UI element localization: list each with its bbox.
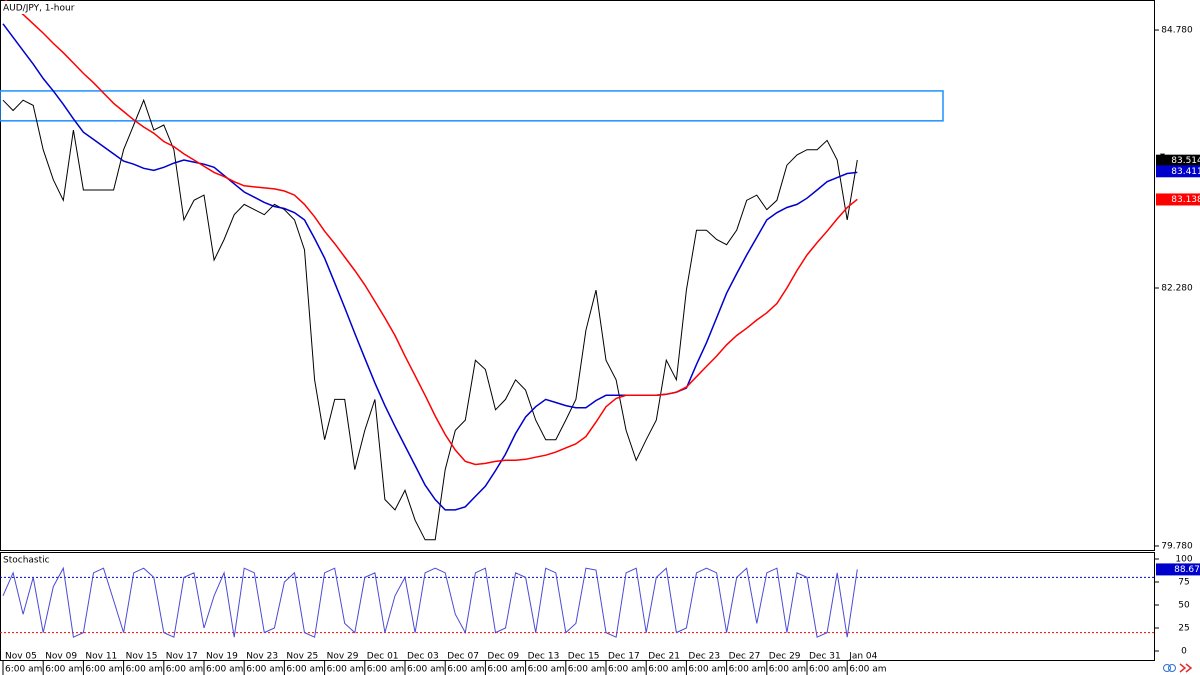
x-tick-label: Dec 29	[769, 652, 801, 662]
x-sublabel: 6:00 am	[528, 665, 565, 675]
main-panel	[0, 0, 944, 541]
x-tick-label: Dec 15	[568, 652, 600, 662]
x-sublabel: 6:00 am	[729, 665, 766, 675]
y-tick-label: 0	[1181, 646, 1187, 656]
x-sublabel: 6:00 am	[206, 665, 243, 675]
stoch-tag	[1156, 563, 1200, 576]
x-sublabel: 6:00 am	[688, 665, 725, 675]
price-tag	[1156, 154, 1200, 167]
x-sublabel: 6:00 am	[166, 665, 203, 675]
y-tick-label: 50	[1178, 600, 1190, 610]
price-tag-label: 83.411	[1171, 167, 1200, 177]
x-tick-label: Dec 27	[729, 652, 761, 662]
x-sublabel: 6:00 am	[327, 665, 364, 675]
icon[interactable]	[1179, 663, 1193, 673]
x-sublabel: 6:00 am	[568, 665, 605, 675]
series-line	[2, 23, 858, 511]
series-line	[2, 566, 858, 638]
x-sublabel: 6:00 am	[849, 665, 886, 675]
x-sublabel: 6:00 am	[246, 665, 283, 675]
x-tick-label: Dec 23	[688, 652, 720, 662]
x-sublabel: 6:00 am	[126, 665, 163, 675]
price-tag-label: 83.138	[1171, 195, 1200, 205]
y-tick-label: 100	[1175, 554, 1192, 564]
series-line	[4, 0, 858, 466]
x-tick-label: Nov 29	[327, 652, 359, 662]
x-tick-label: Dec 17	[608, 652, 640, 662]
indicator-title-bg	[1, 553, 41, 566]
x-sublabel: 6:00 am	[608, 665, 645, 675]
x-sublabel: 6:00 am	[5, 665, 42, 675]
x-tick-label: Dec 21	[648, 652, 680, 662]
price-tag-label: 83.514	[1171, 156, 1200, 166]
indicator-frame	[0, 552, 1155, 661]
x-sublabel: 6:00 am	[367, 665, 404, 675]
x-sublabel: 6:00 am	[487, 665, 524, 675]
overlay: 84.780 82.280 79.780 0 25 50 75 100 Nov 05 6:00 a…	[2, 26, 1200, 675]
y-tick-label: 79.780	[1161, 541, 1193, 551]
icon[interactable]	[1168, 664, 1176, 672]
y-tick-label: 25	[1178, 623, 1189, 633]
x-sublabel: 6:00 am	[447, 665, 484, 675]
stoch-tag-label: 88.67	[1174, 565, 1200, 575]
x-tick-label: Nov 23	[246, 652, 278, 662]
price-tag	[1156, 193, 1200, 206]
price-tag	[1156, 165, 1200, 178]
x-tick-label: Dec 09	[487, 652, 519, 662]
x-tick-label: Dec 03	[407, 652, 439, 662]
zone	[0, 90, 944, 122]
toolbar-icons[interactable]	[1163, 663, 1193, 673]
chart-title: AUD/JPY, 1-hour	[3, 4, 75, 14]
x-tick-label: Dec 07	[447, 652, 479, 662]
y-tick-label: 75	[1178, 577, 1189, 587]
x-sublabel: 6:00 am	[769, 665, 806, 675]
x-tick-label: Nov 19	[206, 652, 238, 662]
x-sublabel: 6:00 am	[809, 665, 846, 675]
y-tick-label: 84.780	[1161, 26, 1193, 36]
x-sublabel: 6:00 am	[286, 665, 323, 675]
x-tick-label: Nov 11	[85, 652, 117, 662]
x-tick-label: Nov 05	[5, 652, 37, 662]
icon[interactable]	[1163, 664, 1171, 672]
x-tick-label: Dec 13	[528, 652, 560, 662]
x-sublabel: 6:00 am	[407, 665, 444, 675]
y-tick-label: 82.280	[1161, 284, 1193, 294]
price-marker	[1160, 153, 1165, 158]
x-sublabel: 6:00 am	[45, 665, 82, 675]
x-sublabel: 6:00 am	[85, 665, 122, 675]
series-line	[2, 98, 858, 541]
x-tick-label: Dec 01	[367, 652, 399, 662]
x-tick-label: Nov 17	[166, 652, 198, 662]
indicator-title: Stochastic	[3, 556, 50, 566]
x-sublabel: 6:00 am	[648, 665, 685, 675]
x-tick-label: Jan 04	[848, 652, 877, 662]
indicator-panel	[0, 566, 1155, 638]
title-bg	[1, 1, 63, 14]
x-tick-label: Nov 15	[126, 652, 158, 662]
x-tick-label: Nov 09	[45, 652, 77, 662]
x-tick-label: Nov 25	[286, 652, 318, 662]
main-frame	[0, 0, 1155, 551]
x-tick-label: Dec 31	[809, 652, 841, 662]
